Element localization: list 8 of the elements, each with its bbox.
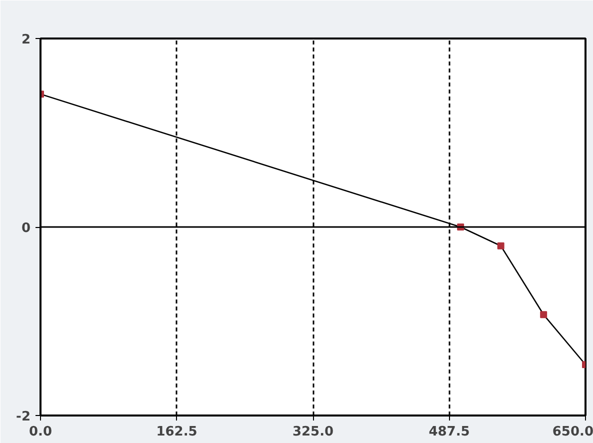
x-tick-label: 487.5	[428, 424, 470, 440]
y-tick-label: 0	[21, 221, 30, 236]
x-tick-label: 0.0	[28, 424, 52, 440]
x-tick-label: 325.0	[292, 424, 334, 440]
y-tick-label: -2	[16, 410, 31, 424]
x-tick-label: 162.5	[156, 424, 198, 440]
x-tick-label: 650.0	[552, 424, 593, 440]
y-tick-label: 2	[21, 32, 30, 48]
